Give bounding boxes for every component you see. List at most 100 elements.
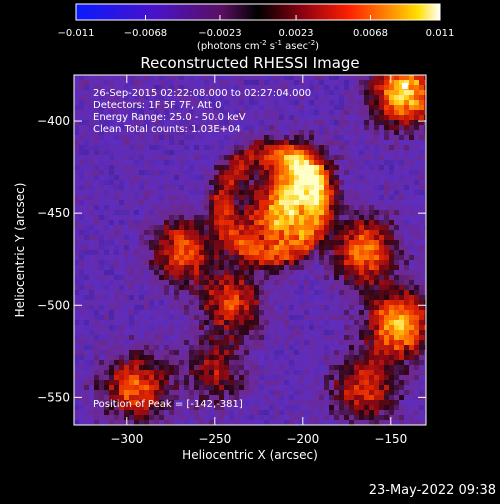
heatmap-cell	[189, 330, 194, 335]
heatmap-cell	[289, 325, 294, 330]
heatmap-cell	[204, 240, 209, 245]
heatmap-cell	[244, 220, 249, 225]
heatmap-cell	[369, 255, 374, 260]
heatmap-cell	[364, 290, 369, 295]
heatmap-cell	[279, 160, 284, 165]
heatmap-cell	[229, 380, 234, 385]
heatmap-cell	[329, 320, 334, 325]
heatmap-cell	[409, 310, 414, 315]
heatmap-cell	[109, 340, 114, 345]
heatmap-cell	[74, 270, 79, 275]
heatmap-cell	[154, 305, 159, 310]
heatmap-cell	[239, 135, 244, 140]
heatmap-cell	[409, 300, 414, 305]
heatmap-cell	[129, 160, 134, 165]
heatmap-cell	[239, 250, 244, 255]
heatmap-cell	[99, 265, 104, 270]
heatmap-cell	[254, 270, 259, 275]
heatmap-cell	[404, 105, 409, 110]
heatmap-cell	[154, 275, 159, 280]
heatmap-cell	[259, 225, 264, 230]
heatmap-cell	[374, 410, 379, 415]
heatmap-cell	[279, 265, 284, 270]
heatmap-cell	[204, 325, 209, 330]
heatmap-cell	[274, 80, 279, 85]
heatmap-cell	[149, 350, 154, 355]
heatmap-cell	[179, 335, 184, 340]
heatmap-cell	[114, 390, 119, 395]
heatmap-cell	[264, 220, 269, 225]
heatmap-cell	[289, 155, 294, 160]
heatmap-cell	[269, 290, 274, 295]
heatmap-cell	[304, 360, 309, 365]
heatmap-cell	[299, 380, 304, 385]
heatmap-cell	[249, 350, 254, 355]
heatmap-cell	[254, 395, 259, 400]
heatmap-cell	[279, 115, 284, 120]
heatmap-cell	[269, 350, 274, 355]
heatmap-cell	[144, 205, 149, 210]
heatmap-cell	[159, 240, 164, 245]
heatmap-cell	[249, 75, 254, 80]
heatmap-cell	[359, 385, 364, 390]
heatmap-cell	[339, 250, 344, 255]
heatmap-cell	[344, 225, 349, 230]
heatmap-cell	[284, 115, 289, 120]
heatmap-cell	[324, 395, 329, 400]
heatmap-cell	[94, 385, 99, 390]
heatmap-cell	[114, 215, 119, 220]
heatmap-cell	[389, 330, 394, 335]
heatmap-cell	[219, 375, 224, 380]
heatmap-cell	[339, 225, 344, 230]
heatmap-cell	[254, 140, 259, 145]
heatmap-cell	[284, 290, 289, 295]
heatmap-cell	[319, 265, 324, 270]
heatmap-cell	[84, 120, 89, 125]
heatmap-cell	[329, 90, 334, 95]
heatmap-cell	[184, 355, 189, 360]
heatmap-cell	[414, 95, 419, 100]
heatmap-cell	[184, 160, 189, 165]
heatmap-cell	[289, 230, 294, 235]
heatmap-cell	[124, 245, 129, 250]
heatmap-cell	[89, 175, 94, 180]
heatmap-cell	[154, 150, 159, 155]
heatmap-cell	[229, 250, 234, 255]
heatmap-cell	[294, 280, 299, 285]
heatmap-cell	[189, 380, 194, 385]
heatmap-cell	[419, 85, 424, 90]
heatmap-cell	[169, 145, 174, 150]
heatmap-cell	[334, 380, 339, 385]
heatmap-cell	[99, 325, 104, 330]
heatmap-cell	[344, 220, 349, 225]
heatmap-cell	[389, 275, 394, 280]
heatmap-cell	[419, 195, 424, 200]
heatmap-cell	[244, 180, 249, 185]
heatmap-cell	[309, 380, 314, 385]
heatmap-cell	[249, 140, 254, 145]
heatmap-cell	[89, 230, 94, 235]
heatmap-cell	[184, 320, 189, 325]
heatmap-cell	[229, 100, 234, 105]
heatmap-cell	[139, 315, 144, 320]
heatmap-cell	[294, 225, 299, 230]
heatmap-cell	[359, 170, 364, 175]
heatmap-cell	[239, 210, 244, 215]
heatmap-cell	[414, 295, 419, 300]
heatmap-cell	[199, 250, 204, 255]
heatmap-cell	[379, 115, 384, 120]
heatmap-cell	[94, 310, 99, 315]
heatmap-cell	[194, 310, 199, 315]
heatmap-cell	[154, 370, 159, 375]
heatmap-cell	[209, 180, 214, 185]
heatmap-cell	[339, 325, 344, 330]
heatmap-cell	[389, 320, 394, 325]
heatmap-cell	[84, 105, 89, 110]
heatmap-cell	[254, 290, 259, 295]
heatmap-cell	[359, 190, 364, 195]
heatmap-cell	[414, 230, 419, 235]
heatmap-cell	[79, 350, 84, 355]
heatmap-cell	[299, 390, 304, 395]
heatmap-cell	[344, 195, 349, 200]
heatmap-cell	[299, 290, 304, 295]
